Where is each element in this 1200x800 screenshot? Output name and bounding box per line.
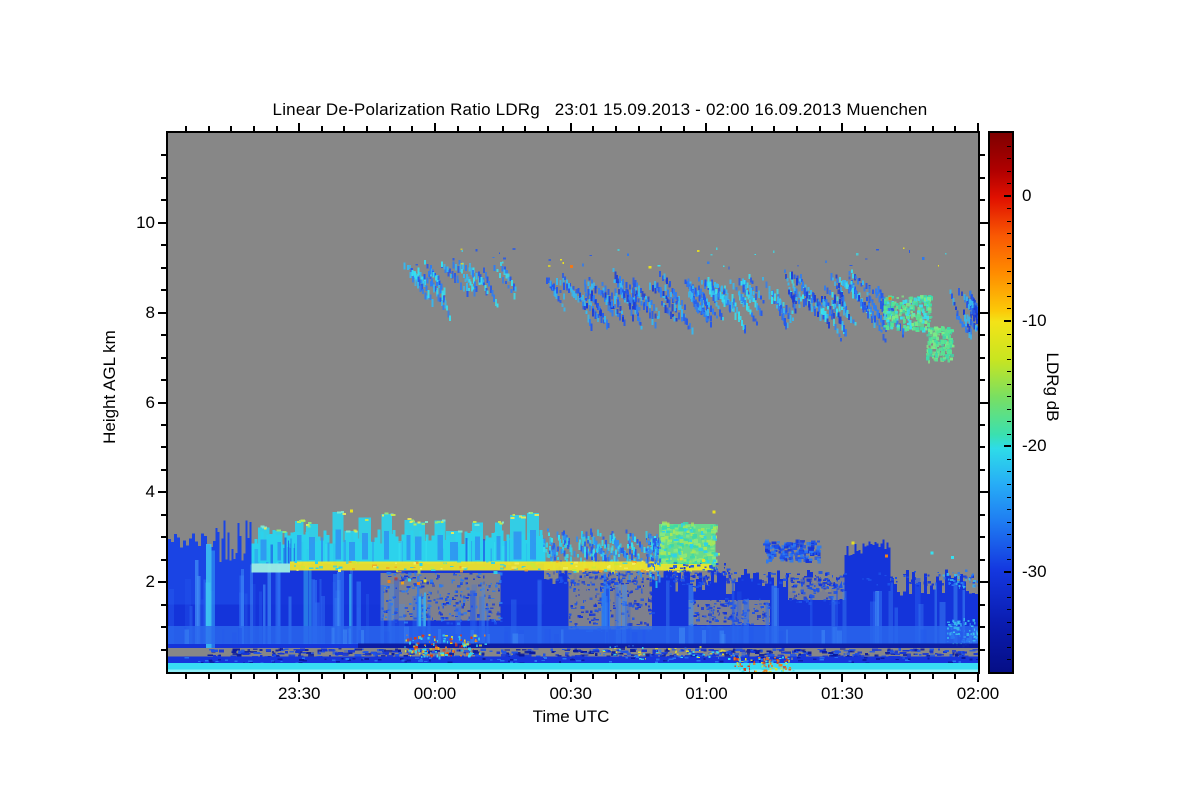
x-major-tick — [433, 674, 436, 682]
colorbar-tick-label: 0 — [1022, 185, 1032, 205]
x-minor-tick — [614, 674, 617, 679]
y-major-tick — [158, 311, 166, 314]
y-tick-label: 2 — [145, 572, 155, 592]
x-minor-tick — [343, 674, 346, 679]
x-major-tick-top — [298, 123, 301, 131]
y-major-tick — [158, 581, 166, 584]
x-major-tick — [977, 674, 979, 682]
y-minor-tick-right — [980, 513, 985, 516]
x-major-tick — [569, 674, 572, 682]
y-minor-tick-right — [980, 536, 985, 539]
x-tick-label: 02:00 — [956, 684, 1000, 703]
y-major-tick — [158, 491, 166, 494]
x-minor-tick — [547, 674, 550, 679]
y-tick-label: 10 — [136, 212, 155, 232]
y-minor-tick-right — [980, 626, 985, 629]
y-minor-tick-right — [980, 446, 985, 449]
x-minor-tick — [479, 674, 482, 679]
plot-area — [166, 131, 980, 674]
y-minor-tick-right — [980, 603, 985, 606]
x-major-tick — [298, 674, 301, 682]
colorbar-label: LDRg dB — [1043, 352, 1062, 422]
y-minor-tick-right — [980, 266, 985, 269]
x-major-tick — [841, 674, 844, 682]
x-tick-label: 01:00 — [685, 684, 728, 703]
x-minor-tick — [366, 674, 369, 679]
x-minor-tick — [909, 674, 912, 679]
y-minor-tick-right — [980, 648, 985, 651]
colorbar-tick-label: -30 — [1022, 561, 1047, 581]
x-major-tick — [705, 674, 708, 682]
x-minor-tick — [750, 674, 753, 679]
x-minor-tick — [185, 674, 188, 679]
y-major-tick-right — [980, 401, 988, 404]
y-minor-tick-right — [980, 379, 985, 382]
x-minor-tick — [275, 674, 278, 679]
chart-title: Linear De-Polarization Ratio LDRg 23:01 … — [272, 100, 928, 119]
x-tick-label: 00:00 — [413, 684, 457, 703]
x-minor-tick — [592, 674, 595, 679]
x-minor-tick — [954, 674, 957, 679]
x-tick-label: 01:30 — [820, 684, 864, 703]
y-minor-tick-right — [980, 423, 985, 426]
y-minor-tick-right — [980, 199, 985, 202]
x-tick-label: 23:30 — [277, 684, 321, 703]
x-minor-tick — [411, 674, 414, 679]
x-minor-tick — [818, 674, 821, 679]
x-major-tick-top — [977, 123, 979, 131]
radar-heatmap — [168, 247, 978, 672]
x-minor-tick — [773, 674, 776, 679]
x-axis-label: Time UTC — [532, 707, 610, 726]
x-minor-tick — [886, 674, 889, 679]
y-major-tick-right — [980, 581, 988, 584]
x-minor-tick — [863, 674, 866, 679]
y-minor-tick-right — [980, 244, 985, 247]
x-tick-label: 00:30 — [549, 684, 592, 703]
colorbar-gradient — [990, 133, 1012, 672]
x-minor-tick — [207, 674, 210, 679]
y-minor-tick-right — [980, 468, 985, 471]
y-major-tick-right — [980, 311, 988, 314]
x-major-tick-top — [841, 123, 844, 131]
x-major-tick-top — [705, 123, 708, 131]
y-minor-tick-right — [980, 334, 985, 337]
y-major-tick — [158, 221, 166, 224]
y-major-tick-right — [980, 221, 988, 224]
x-minor-tick — [252, 674, 255, 679]
colorbar — [988, 131, 1014, 674]
x-minor-tick — [524, 674, 527, 679]
x-minor-tick — [637, 674, 640, 679]
x-minor-tick — [682, 674, 685, 679]
x-minor-tick — [388, 674, 391, 679]
x-minor-tick — [320, 674, 323, 679]
x-minor-tick — [795, 674, 798, 679]
y-minor-tick-right — [980, 558, 985, 561]
x-minor-tick — [501, 674, 504, 679]
y-major-tick-right — [980, 491, 988, 494]
x-major-tick-top — [569, 123, 572, 131]
x-minor-tick — [931, 674, 934, 679]
y-major-tick — [158, 401, 166, 404]
x-minor-tick — [660, 674, 663, 679]
y-axis-label: Height AGL km — [100, 330, 119, 444]
x-major-tick-top — [433, 123, 436, 131]
y-minor-tick-right — [980, 356, 985, 359]
y-minor-tick-right — [980, 176, 985, 179]
x-minor-tick — [728, 674, 731, 679]
x-minor-tick — [230, 674, 233, 679]
x-minor-tick — [456, 674, 459, 679]
y-minor-tick-right — [980, 154, 985, 157]
y-minor-tick-right — [980, 289, 985, 292]
